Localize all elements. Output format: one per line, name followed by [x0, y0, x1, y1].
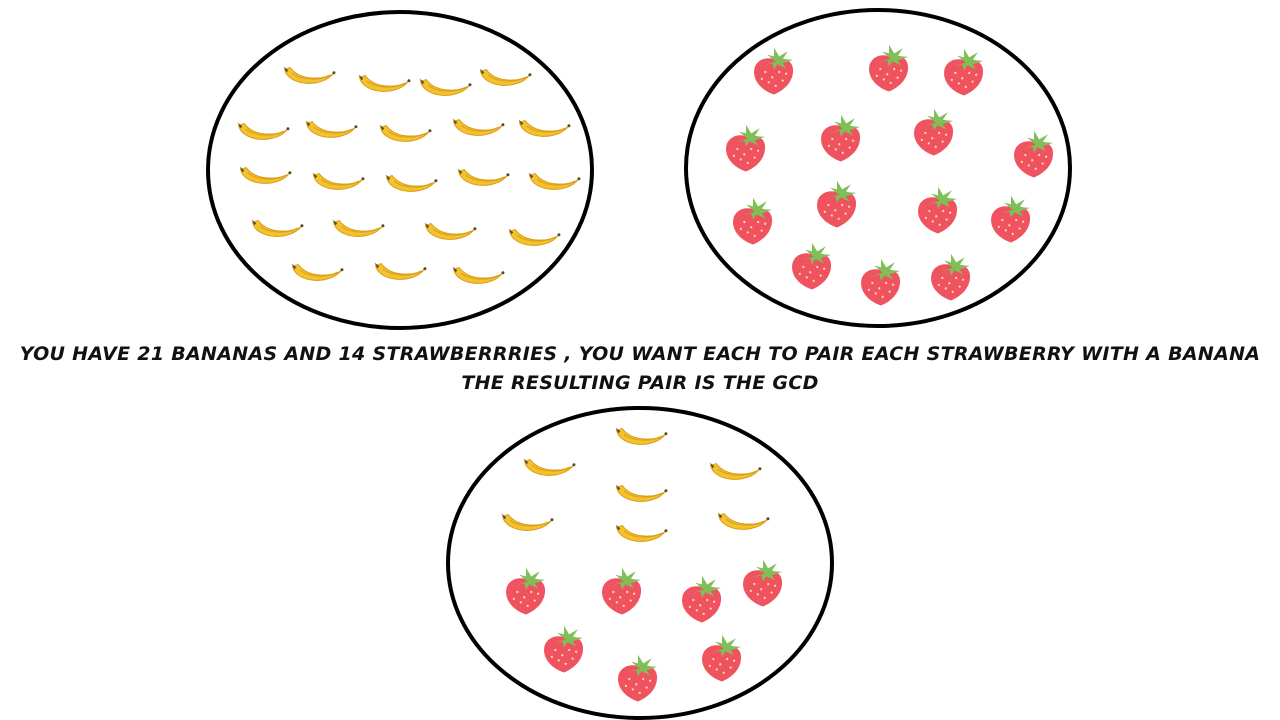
strawberry-icon: [944, 48, 984, 96]
strawberry-icon: [602, 567, 642, 615]
group-circle: [206, 10, 594, 330]
strawberry-icon: [682, 575, 722, 623]
strawberry-layer: [726, 44, 1054, 306]
strawberry-icon: [754, 47, 794, 95]
banana-icon: [522, 457, 577, 477]
banana-icon: [236, 121, 291, 141]
strawberry-icon: [991, 195, 1031, 243]
banana-icon: [238, 165, 293, 185]
banana-icon: [311, 171, 366, 191]
strawberry-icon: [733, 197, 773, 245]
caption-line-1: YOU HAVE 21 BANANAS AND 14 STRAWBERRRIES…: [19, 343, 1261, 365]
strawberry-icon: [618, 654, 658, 702]
banana-icon: [478, 67, 533, 87]
banana-icon: [708, 461, 763, 481]
strawberry-icon: [702, 634, 742, 682]
group-circle: [446, 406, 834, 720]
banana-icon: [250, 218, 305, 238]
group-circle: [684, 8, 1072, 328]
banana-icon: [304, 119, 359, 139]
banana-icon: [357, 73, 412, 93]
banana-layer: [236, 65, 582, 285]
banana-icon: [716, 511, 771, 531]
pair-group: [446, 406, 834, 720]
banana-icon: [451, 117, 506, 137]
banana-icon: [282, 65, 337, 85]
pair-layer: [500, 426, 783, 702]
banana-icon: [500, 512, 555, 532]
strawberry-icon: [821, 114, 861, 162]
banana-icon: [418, 77, 473, 97]
strawberry-icon: [743, 559, 783, 607]
banana-icon: [373, 261, 428, 281]
banana-icon: [614, 523, 669, 543]
banana-icon: [290, 262, 345, 282]
caption-line-2: THE RESULTING PAIR IS THE GCD: [461, 372, 819, 394]
strawberry-icon: [817, 180, 857, 228]
banana-icon: [384, 173, 439, 193]
banana-icon: [517, 118, 572, 138]
banana-icon: [423, 221, 478, 241]
strawberry-icon: [869, 44, 909, 92]
strawberry-icon: [931, 253, 971, 301]
strawberry-icon: [726, 124, 766, 172]
strawberry-icon: [506, 567, 546, 615]
banana-icon: [451, 265, 506, 285]
banana-icon: [614, 426, 669, 446]
strawberry-icon: [914, 108, 954, 156]
banana-icon: [527, 171, 582, 191]
banana-icon: [378, 123, 433, 143]
strawberry-icon: [1014, 130, 1054, 178]
strawberry-icon: [792, 242, 832, 290]
banana-icon: [507, 227, 562, 247]
banana-icon: [456, 167, 511, 187]
strawberry-icon: [544, 625, 584, 673]
strawberries-group: [684, 8, 1072, 328]
banana-icon: [614, 483, 669, 503]
strawberry-icon: [861, 258, 901, 306]
strawberry-icon: [918, 186, 958, 234]
bananas-group: [206, 10, 594, 330]
banana-icon: [331, 218, 386, 238]
